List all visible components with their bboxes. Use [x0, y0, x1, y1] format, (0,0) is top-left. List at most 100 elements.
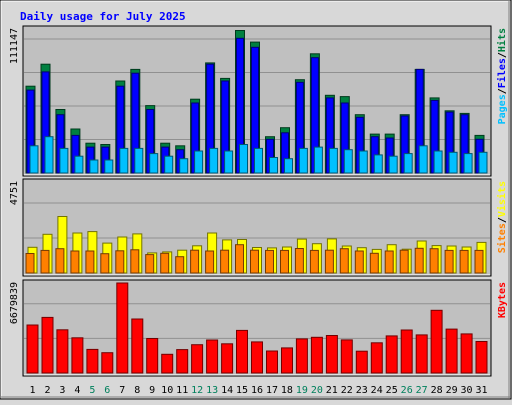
- day-label-24: 24: [371, 385, 383, 396]
- bar-sites-day-6: [100, 253, 110, 274]
- day-label-8: 8: [134, 385, 140, 396]
- bar-kbytes-day-31: [475, 341, 488, 374]
- bar-kbytes-day-4: [71, 337, 84, 374]
- bar-sites-day-5: [85, 250, 95, 274]
- bar-kbytes-day-12: [191, 344, 204, 374]
- day-label-6: 6: [104, 385, 110, 396]
- series-legend-label: KBytes: [497, 282, 508, 318]
- bar-pages-day-20: [313, 146, 323, 174]
- bar-pages-day-14: [224, 150, 234, 174]
- bar-pages-day-12: [194, 150, 204, 174]
- bar-sites-day-21: [324, 249, 334, 274]
- bar-pages-day-10: [164, 155, 174, 174]
- bar-sites-day-18: [280, 249, 289, 274]
- bar-kbytes-day-30: [460, 333, 473, 374]
- bar-pages-day-9: [149, 153, 159, 174]
- day-label-4: 4: [74, 385, 80, 396]
- bar-sites-day-17: [265, 249, 274, 274]
- day-label-19: 19: [296, 385, 308, 396]
- chart-panels: 111147Pages/Files/Hits4751Sites/Visits66…: [9, 25, 508, 377]
- bar-sites-day-12: [190, 249, 200, 274]
- bar-kbytes-day-9: [146, 338, 159, 374]
- day-label-1: 1: [29, 385, 35, 396]
- legend-part: Files: [496, 58, 508, 88]
- day-label-16: 16: [251, 385, 263, 396]
- bar-pages-day-21: [328, 147, 338, 174]
- bar-kbytes-day-11: [176, 349, 189, 374]
- bar-kbytes-day-5: [86, 348, 99, 374]
- day-label-12: 12: [191, 385, 203, 396]
- bar-pages-day-30: [463, 153, 473, 174]
- day-label-23: 23: [356, 385, 368, 396]
- bar-sites-day-24: [369, 252, 379, 274]
- day-label-31: 31: [475, 385, 487, 396]
- bar-sites-day-30: [459, 249, 469, 274]
- day-label-9: 9: [149, 385, 155, 396]
- bar-kbytes-day-29: [445, 328, 458, 374]
- bar-pages-day-5: [89, 159, 99, 174]
- day-label-27: 27: [416, 385, 428, 396]
- bar-kbytes-day-21: [325, 335, 338, 374]
- bar-sites-day-29: [444, 249, 454, 274]
- bar-kbytes-day-25: [385, 335, 398, 374]
- bar-pages-day-13: [209, 147, 219, 174]
- day-labels: 1 2 3 4 5 6 7 8 9 10 11 12 13 14 15 16 17 18 19 20 21 22 23 24 2…: [29, 385, 487, 396]
- bar-pages-day-24: [373, 154, 383, 174]
- day-label-29: 29: [446, 385, 458, 396]
- bar-kbytes-day-10: [161, 353, 174, 374]
- bar-pages-day-31: [478, 151, 488, 174]
- bar-pages-day-15: [239, 144, 248, 174]
- bar-sites-day-4: [70, 250, 80, 274]
- panel-visits-sites: 4751 Sites/Visits: [9, 178, 508, 277]
- bar-sites-day-15: [235, 244, 244, 274]
- panel-hits-files-pages: 111147 Pages/Files/Hits: [9, 25, 508, 177]
- bar-kbytes-day-27: [415, 334, 428, 374]
- bar-pages-day-4: [74, 155, 84, 174]
- day-label-28: 28: [431, 385, 443, 396]
- bar-kbytes-day-2: [41, 316, 54, 374]
- bar-sites-day-28: [429, 248, 439, 274]
- bar-pages-day-6: [104, 159, 114, 174]
- day-label-26: 26: [401, 385, 413, 396]
- day-label-22: 22: [341, 385, 353, 396]
- bar-sites-day-26: [399, 249, 409, 274]
- bar-sites-day-23: [354, 250, 364, 274]
- bar-pages-day-17: [269, 157, 278, 174]
- day-label-15: 15: [236, 385, 248, 396]
- bar-kbytes-day-19: [295, 338, 308, 374]
- bar-kbytes-day-18: [281, 347, 293, 374]
- bar-sites-day-7: [115, 250, 125, 274]
- bar-pages-day-3: [59, 147, 69, 174]
- bar-sites-day-25: [384, 250, 394, 274]
- day-label-21: 21: [326, 385, 338, 396]
- y-max-label: 111147: [9, 28, 20, 64]
- bar-pages-day-18: [284, 158, 293, 174]
- bar-kbytes-day-3: [56, 329, 69, 374]
- day-label-11: 11: [176, 385, 188, 396]
- bar-pages-day-2: [44, 136, 54, 174]
- bar-sites-day-13: [205, 250, 215, 274]
- day-label-25: 25: [386, 385, 398, 396]
- bar-sites-day-19: [294, 248, 304, 274]
- day-label-20: 20: [311, 385, 323, 396]
- bar-kbytes-day-20: [310, 336, 323, 374]
- day-label-30: 30: [460, 385, 472, 396]
- legend-part: /: [497, 88, 508, 94]
- bar-sites-day-22: [339, 248, 349, 274]
- day-label-5: 5: [89, 385, 95, 396]
- series-legend-label: Pages/Files/Hits: [496, 28, 508, 124]
- bar-kbytes-day-1: [26, 324, 39, 374]
- bar-kbytes-day-26: [400, 329, 413, 374]
- bar-pages-day-28: [433, 150, 443, 174]
- legend-part: /: [497, 217, 508, 223]
- bar-sites-day-9: [145, 254, 155, 274]
- bar-sites-day-1: [25, 253, 35, 274]
- day-label-14: 14: [221, 385, 233, 396]
- legend-part: KBytes: [497, 282, 508, 318]
- bar-sites-day-16: [250, 249, 259, 274]
- day-label-13: 13: [206, 385, 218, 396]
- bar-sites-day-14: [220, 249, 230, 274]
- bar-kbytes-day-22: [340, 339, 353, 374]
- bar-kbytes-day-24: [370, 342, 383, 374]
